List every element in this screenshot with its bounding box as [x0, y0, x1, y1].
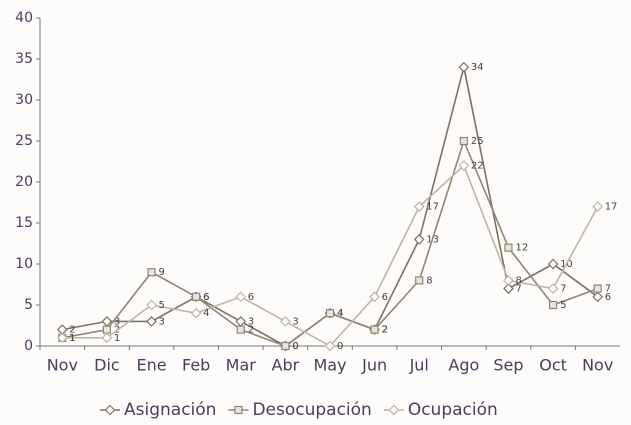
marker: [415, 276, 424, 285]
marker: [593, 284, 602, 293]
marker: [369, 291, 380, 303]
y-tick-label: 5: [24, 297, 33, 313]
data-label: 0: [292, 341, 298, 352]
x-tick-label: Sep: [493, 356, 523, 375]
data-label: 6: [203, 292, 209, 303]
legend-label: Desocupación: [252, 400, 371, 420]
data-label: 25: [471, 136, 484, 147]
marker: [324, 340, 336, 352]
marker: [234, 405, 243, 415]
data-label: 7: [515, 284, 521, 295]
marker: [547, 283, 559, 294]
marker: [281, 341, 290, 351]
data-label: 3: [248, 316, 254, 327]
y-tick-label: 25: [15, 133, 33, 149]
data-label: 4: [337, 308, 343, 319]
legend-label: Asignación: [124, 400, 216, 420]
y-tick-label: 40: [15, 10, 33, 26]
x-tick-label: Feb: [182, 356, 210, 375]
data-label: 0: [337, 341, 343, 352]
marker: [236, 325, 245, 334]
x-tick-label: Abr: [272, 356, 300, 375]
data-label: 2: [382, 325, 388, 336]
marker: [147, 268, 156, 277]
x-tick-label: Nov: [582, 356, 613, 375]
data-label: 7: [605, 284, 611, 295]
x-tick-label: Dic: [94, 356, 120, 375]
data-label: 7: [560, 284, 566, 295]
legend-label: Ocupación: [408, 400, 498, 420]
marker: [413, 201, 425, 212]
y-tick-label: 15: [15, 215, 33, 231]
marker: [102, 325, 112, 334]
series-line: [62, 66, 599, 347]
x-tick-label: Jun: [361, 356, 387, 375]
x-tick-label: Ago: [448, 356, 479, 375]
data-label: 17: [426, 202, 439, 213]
data-label: 2: [248, 325, 254, 336]
marker: [146, 299, 157, 311]
x-tick-label: Jul: [409, 356, 429, 375]
x-tick-label: Oct: [539, 356, 567, 375]
data-label: 34: [471, 62, 484, 73]
x-tick-label: May: [313, 356, 346, 375]
marker: [388, 404, 400, 416]
x-tick-label: Ene: [136, 356, 166, 375]
marker: [104, 404, 116, 416]
data-label: 6: [248, 292, 254, 303]
data-label: 17: [605, 202, 618, 213]
marker: [370, 325, 379, 334]
marker: [458, 61, 470, 73]
data-label: 1: [114, 333, 120, 344]
marker: [459, 136, 468, 146]
marker: [504, 243, 513, 252]
marker: [503, 283, 514, 294]
y-tick-label: 35: [15, 51, 33, 67]
data-label: 9: [159, 267, 165, 278]
marker: [547, 258, 559, 270]
marker: [592, 291, 604, 303]
series-line: [62, 164, 599, 348]
y-tick-label: 10: [15, 256, 33, 272]
data-label: 0: [292, 341, 298, 352]
data-label: 2: [69, 325, 75, 336]
marker: [192, 292, 201, 301]
marker: [56, 332, 68, 344]
data-label: 1: [69, 333, 75, 344]
data-label: 3: [114, 316, 120, 327]
marker: [235, 316, 247, 327]
data-label: 3: [292, 316, 298, 327]
marker: [235, 291, 247, 303]
data-label: 8: [515, 275, 521, 286]
data-label: 6: [382, 292, 388, 303]
marker: [592, 201, 604, 212]
marker: [503, 275, 514, 286]
marker: [190, 307, 202, 319]
data-label: 4: [337, 308, 343, 319]
marker: [413, 234, 425, 245]
data-label: 3: [159, 316, 165, 327]
marker: [146, 316, 157, 327]
y-tick-label: 30: [15, 92, 33, 108]
marker: [280, 316, 291, 327]
marker: [548, 300, 558, 310]
y-tick-label: 0: [24, 338, 33, 354]
data-label: 5: [560, 300, 566, 311]
y-tick-label: 20: [15, 174, 33, 190]
data-label: 12: [515, 243, 528, 254]
data-label: 8: [426, 275, 432, 286]
data-label: 2: [382, 325, 388, 336]
marker: [101, 332, 113, 344]
data-label: 22: [471, 161, 484, 172]
marker: [458, 160, 470, 171]
data-label: 6: [605, 292, 611, 303]
data-label: 5: [159, 300, 165, 311]
marker: [325, 309, 335, 318]
data-label: 4: [203, 308, 209, 319]
x-tick-label: Mar: [226, 356, 257, 375]
x-tick-label: Nov: [47, 356, 78, 375]
data-label: 6: [203, 292, 209, 303]
